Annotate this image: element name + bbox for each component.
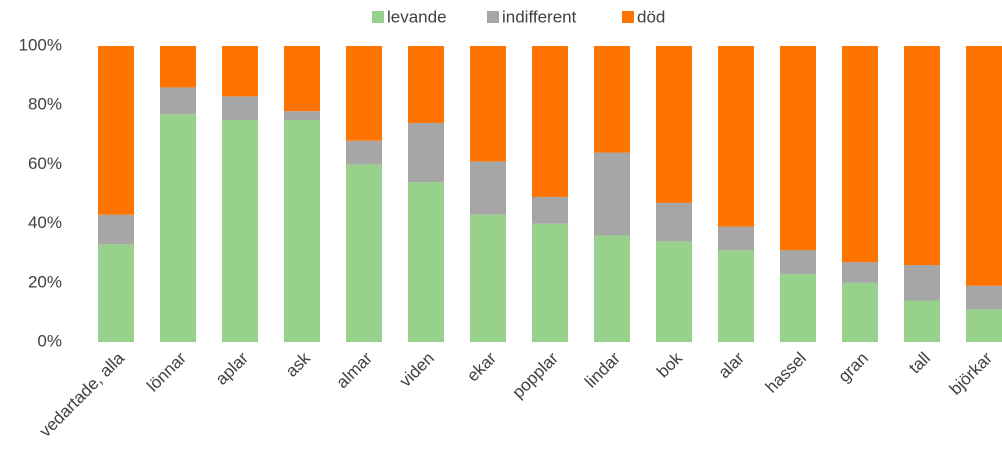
- bar-segment: [222, 46, 258, 97]
- bar-segment: [594, 235, 630, 342]
- bar-segment: [780, 273, 816, 342]
- bar-segment: [594, 46, 630, 153]
- bar-segment: [284, 111, 320, 120]
- x-tick-label: viden: [396, 349, 438, 391]
- bar-segment: [780, 250, 816, 274]
- legend-swatch: [622, 11, 634, 23]
- bar-segment: [346, 140, 382, 165]
- x-tick-label: aplar: [212, 348, 252, 388]
- y-tick-label: 100%: [19, 35, 62, 54]
- x-tick-label: ask: [282, 348, 314, 380]
- bar-segment: [470, 161, 506, 215]
- bar-segment: [408, 122, 444, 183]
- bar-segment: [966, 309, 1002, 342]
- legend-label: levande: [387, 7, 447, 26]
- x-tick-label: hassel: [762, 349, 810, 397]
- bar-segment: [718, 250, 754, 342]
- bar-segment: [904, 300, 940, 342]
- bar-segment: [532, 46, 568, 197]
- y-tick-label: 0%: [37, 331, 62, 350]
- bar-segment: [98, 214, 134, 245]
- x-tick-label: bok: [653, 348, 686, 381]
- x-tick-label: lönnar: [143, 348, 190, 395]
- x-tick-label: gran: [835, 349, 872, 386]
- x-tick-label: ekar: [463, 348, 500, 385]
- bar-segment: [594, 152, 630, 236]
- bar-segment: [284, 46, 320, 112]
- x-tick-label: tall: [905, 349, 934, 378]
- bar-segment: [656, 46, 692, 203]
- bar-segment: [98, 244, 134, 342]
- bar-segment: [966, 46, 1002, 286]
- legend-swatch: [487, 11, 499, 23]
- bar-segment: [656, 202, 692, 242]
- bar-segment: [346, 46, 382, 141]
- bar-segment: [842, 282, 878, 342]
- y-tick-label: 80%: [28, 95, 62, 114]
- legend-swatch: [372, 11, 384, 23]
- bar-segment: [408, 182, 444, 342]
- bar-segment: [408, 46, 444, 123]
- bar-segment: [470, 46, 506, 162]
- bar-segment: [98, 46, 134, 215]
- x-tick-label: alar: [715, 348, 749, 382]
- bar-segment: [470, 214, 506, 342]
- x-tick-label: lindar: [581, 348, 624, 391]
- bar-segment: [718, 46, 754, 227]
- bar-segment: [532, 196, 568, 224]
- bar-segment: [222, 120, 258, 342]
- bar-segment: [160, 87, 196, 115]
- x-tick-label: björkar: [946, 348, 996, 398]
- bar-segment: [160, 46, 196, 88]
- bar-segment: [222, 96, 258, 120]
- legend-label: indifferent: [502, 7, 577, 26]
- bar-segment: [966, 285, 1002, 310]
- bar-segment: [656, 241, 692, 342]
- bar-segment: [284, 120, 320, 342]
- x-tick-label: vedartade, alla: [36, 348, 129, 441]
- bar-segment: [842, 46, 878, 263]
- bar-segment: [532, 223, 568, 342]
- bar-segment: [842, 262, 878, 283]
- bar-segment: [160, 114, 196, 342]
- y-tick-label: 60%: [28, 154, 62, 173]
- bar-segment: [904, 46, 940, 266]
- y-tick-label: 20%: [28, 272, 62, 291]
- bar-segment: [780, 46, 816, 251]
- y-tick-label: 40%: [28, 213, 62, 232]
- x-tick-label: popplar: [508, 348, 562, 402]
- x-tick-label: almar: [333, 348, 377, 392]
- legend-label: död: [637, 7, 665, 26]
- bar-segment: [718, 226, 754, 251]
- bar-segment: [904, 265, 940, 301]
- bar-segment: [346, 164, 382, 342]
